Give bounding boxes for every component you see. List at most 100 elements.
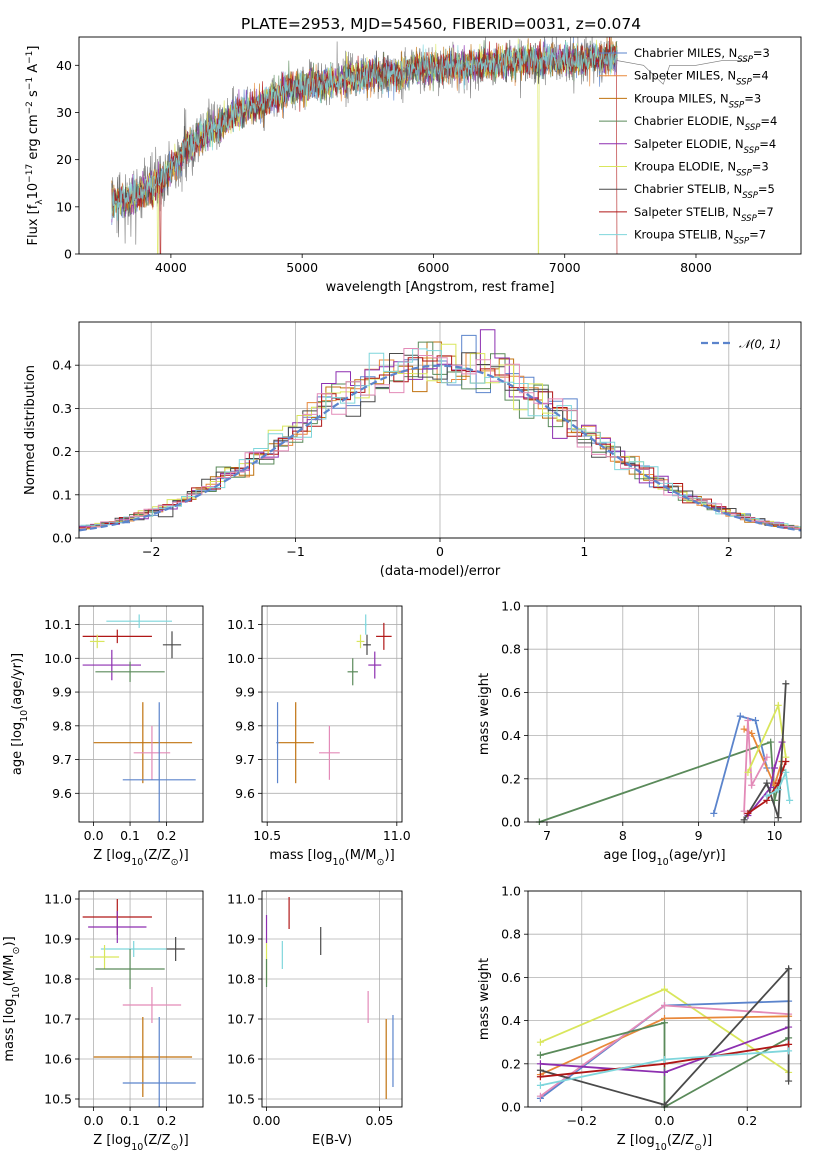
x-axis-label: mass [log10(M/M⊙)] (269, 848, 394, 868)
x-axis-label: age [log10(age/yr)] (603, 848, 725, 868)
weight-lines (535, 680, 794, 825)
mass-weight-line (747, 761, 787, 815)
weight-point (661, 1019, 668, 1027)
x-tick-label: 5000 (286, 260, 318, 275)
figure-title: PLATE=2953, MJD=54560, FIBERID=0031, z=0… (241, 15, 641, 33)
legend-entry: Chabrier MILES, NSSP=3 (634, 46, 770, 65)
x-tick-label: 0.0 (84, 828, 104, 843)
y-axis-label: mass [log10(M/M⊙)] (2, 936, 22, 1061)
y-tick-label: 0.0 (501, 815, 521, 830)
errorbars (265, 897, 394, 1099)
y-tick-label: 0.8 (501, 642, 521, 657)
weight-point (752, 716, 759, 724)
legend-entry: Kroupa ELODIE, NSSP=3 (634, 160, 769, 179)
y-tick-label: 10.8 (227, 972, 255, 987)
y-axis-label: Normed distribution (23, 365, 38, 495)
y-axis-label: age [log10(age/yr)] (10, 653, 30, 775)
y-tick-label: 0.2 (501, 771, 521, 786)
x-axis-label: Z [log10(Z/Z⊙)] (617, 1133, 712, 1153)
y-tick-label: 0.6 (501, 970, 521, 985)
weight-point (774, 701, 782, 709)
x-tick-label: 10 (767, 828, 783, 843)
y-tick-label: 0.2 (501, 1056, 521, 1071)
y-tick-label: 9.8 (52, 718, 72, 733)
axes-frame (261, 605, 403, 823)
x-axis-label: E(B-V) (312, 1133, 352, 1148)
x-tick-label: 7 (543, 828, 551, 843)
x-tick-label: −1 (286, 544, 304, 559)
x-tick-label: −0.2 (567, 1113, 597, 1128)
legend-entry: Chabrier ELODIE, NSSP=4 (634, 114, 777, 133)
spectrum-panel: 4000 5000 6000 7000 8000 0 10 20 30 40 wavelength … (25, 36, 802, 295)
mass-weight-line (712, 715, 768, 814)
mass-vs-metallicity-panel: 0.0 0.1 0.2 10.5 10.6 10.7 10.8 10.9 11.0 Z [log1… (2, 890, 204, 1153)
x-tick-label: 0.0 (84, 1113, 104, 1128)
mass-weight-line (743, 683, 787, 821)
weight-point (744, 716, 752, 724)
y-axis-label: Flux [fλ10−17 erg cm−2 s−1 A−1] (25, 46, 45, 246)
weight-point (661, 1001, 668, 1009)
y-tick-label: 9.6 (52, 786, 72, 801)
residual-histogram (79, 355, 801, 530)
x-tick-label: 0.1 (120, 1113, 140, 1128)
x-tick-label: 0.0 (655, 1113, 675, 1128)
y-tick-label: 0.4 (501, 1013, 521, 1028)
weight-point (744, 809, 752, 817)
y-tick-label: 10.5 (44, 1092, 72, 1107)
weight-point (536, 1081, 544, 1089)
axes-frame (261, 890, 403, 1108)
y-axis-label: mass weight (477, 958, 492, 1040)
model-spectrum-line (111, 40, 618, 221)
weight-point (748, 781, 756, 789)
legend: Chabrier MILES, NSSP=3 Salpeter MILES, NS… (599, 46, 777, 247)
y-tick-label: 10.8 (44, 972, 72, 987)
x-axis-label: Z [log10(Z/Z⊙)] (93, 848, 188, 868)
weight-point (763, 792, 771, 800)
weight-point (740, 725, 748, 733)
axes-frame (78, 321, 802, 539)
y-tick-label: 10.7 (44, 1012, 72, 1027)
weight-point (774, 814, 782, 822)
weight-point (736, 712, 744, 720)
y-tick-label: 0.3 (52, 401, 72, 416)
weight-lines (536, 965, 793, 1110)
age-vs-mass-panel: 10.5 11.0 9.6 9.7 9.8 9.9 10.0 10.1 mass [log10(… (227, 605, 411, 868)
x-axis-label: Z [log10(Z/Z⊙)] (93, 1133, 188, 1153)
axes-frame (78, 36, 802, 255)
axes-frame (78, 890, 204, 1108)
errorbars (82, 614, 196, 822)
legend-entry: Chabrier STELIB, NSSP=5 (634, 182, 775, 201)
weight-point (770, 764, 778, 772)
x-axis-label: (data-model)/error (380, 564, 501, 579)
weight-vs-metallicity-panel: −0.2 0.0 0.2 0.0 0.2 0.4 0.6 0.8 1.0 Z [log10(Z/Z… (477, 884, 802, 1153)
x-axis-label: wavelength [Angstrom, rest frame] (326, 280, 555, 295)
y-tick-label: 1.0 (501, 884, 521, 899)
y-tick-label: 9.7 (235, 752, 255, 767)
y-tick-label: 10.1 (44, 617, 72, 632)
y-tick-label: 9.9 (52, 685, 72, 700)
x-tick-label: 0.2 (157, 1113, 177, 1128)
y-tick-label: 10.9 (44, 932, 72, 947)
residual-histogram (79, 348, 801, 530)
weight-point (536, 1073, 544, 1081)
mass-weight-line (540, 966, 790, 1106)
weight-point (536, 1092, 544, 1100)
weight-point (785, 1077, 793, 1085)
x-tick-label: 4000 (155, 260, 187, 275)
y-tick-label: 0.0 (501, 1100, 521, 1115)
y-tick-label: 11.0 (227, 892, 255, 907)
y-tick-label: 0.8 (501, 927, 521, 942)
weight-vs-age-panel: 7 8 9 10 0.0 0.2 0.4 0.6 0.8 1.0 age [log10(age/yr… (477, 599, 802, 868)
weight-point (661, 1055, 668, 1063)
y-tick-label: 20 (56, 152, 72, 167)
axes-frame (527, 605, 802, 823)
y-tick-label: 0.0 (52, 531, 72, 546)
mass-weight-line (747, 741, 783, 817)
y-tick-label: 10.6 (44, 1052, 72, 1067)
weight-point (763, 753, 771, 761)
weight-point (763, 779, 771, 787)
errorbars (276, 614, 392, 784)
y-tick-label: 9.8 (235, 718, 255, 733)
histograms (79, 329, 801, 532)
y-tick-label: 10.0 (227, 651, 255, 666)
